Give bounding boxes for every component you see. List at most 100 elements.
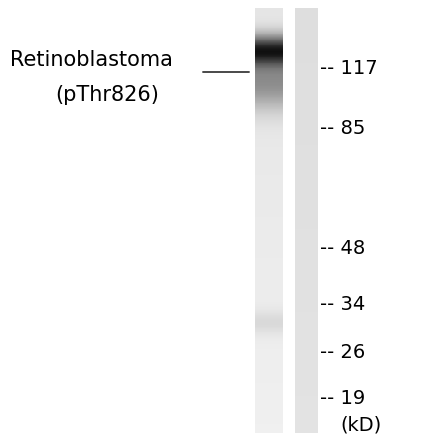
Bar [295, 172, 318, 173]
Bar [255, 15, 283, 16]
Bar [255, 244, 283, 245]
Bar [295, 426, 318, 427]
Bar [295, 364, 318, 365]
Bar [255, 12, 283, 13]
Bar [295, 208, 318, 209]
Bar [255, 400, 283, 401]
Bar [255, 365, 283, 366]
Bar [255, 63, 283, 64]
Bar [295, 377, 318, 378]
Bar [255, 175, 283, 176]
Bar [255, 219, 283, 220]
Bar [255, 237, 283, 238]
Bar [255, 416, 283, 417]
Bar [255, 267, 283, 268]
Bar [295, 45, 318, 46]
Bar [255, 161, 283, 162]
Bar [295, 151, 318, 152]
Bar [255, 188, 283, 189]
Bar [255, 136, 283, 137]
Bar [255, 285, 283, 286]
Bar [255, 297, 283, 298]
Bar [255, 166, 283, 167]
Bar [255, 169, 283, 170]
Bar [295, 127, 318, 128]
Bar [295, 91, 318, 92]
Bar [255, 177, 283, 178]
Bar [295, 330, 318, 331]
Bar [255, 402, 283, 403]
Bar [255, 261, 283, 262]
Bar [295, 185, 318, 186]
Bar [255, 27, 283, 28]
Bar [295, 48, 318, 49]
Bar [295, 212, 318, 213]
Bar [295, 236, 318, 237]
Bar [255, 413, 283, 414]
Bar [255, 174, 283, 175]
Bar [295, 279, 318, 280]
Bar [295, 115, 318, 116]
Bar [255, 342, 283, 343]
Bar [295, 19, 318, 20]
Bar [295, 12, 318, 13]
Bar [255, 296, 283, 297]
Bar [295, 97, 318, 98]
Bar [255, 427, 283, 428]
Bar [255, 70, 283, 71]
Bar [295, 142, 318, 143]
Bar [295, 62, 318, 63]
Bar [295, 416, 318, 417]
Bar [255, 430, 283, 431]
Bar [255, 30, 283, 31]
Bar [255, 81, 283, 82]
Bar [255, 94, 283, 95]
Bar [255, 395, 283, 396]
Bar [295, 167, 318, 168]
Bar [255, 58, 283, 59]
Bar [255, 221, 283, 222]
Bar [255, 77, 283, 78]
Bar [295, 280, 318, 281]
Bar [295, 268, 318, 269]
Bar [255, 203, 283, 204]
Bar [255, 170, 283, 171]
Bar [295, 55, 318, 56]
Bar [295, 27, 318, 28]
Bar [255, 91, 283, 92]
Bar [295, 366, 318, 367]
Bar [295, 308, 318, 309]
Bar [255, 263, 283, 264]
Bar [295, 427, 318, 428]
Bar [255, 348, 283, 349]
Bar [295, 155, 318, 156]
Bar [295, 215, 318, 216]
Bar [295, 16, 318, 17]
Bar [295, 250, 318, 251]
Bar [295, 126, 318, 127]
Bar [255, 164, 283, 165]
Bar [295, 147, 318, 148]
Bar [255, 191, 283, 192]
Bar [295, 332, 318, 333]
Bar [295, 51, 318, 52]
Bar [255, 340, 283, 341]
Bar [255, 75, 283, 76]
Bar [295, 429, 318, 430]
Bar [255, 114, 283, 115]
Bar [295, 149, 318, 150]
Bar [295, 420, 318, 421]
Bar [295, 375, 318, 376]
Bar [295, 315, 318, 316]
Bar [295, 13, 318, 14]
Bar [255, 125, 283, 126]
Bar [255, 252, 283, 253]
Bar [255, 165, 283, 166]
Bar [255, 287, 283, 288]
Bar [295, 271, 318, 272]
Bar [255, 354, 283, 355]
Bar [295, 109, 318, 110]
Bar [255, 110, 283, 111]
Bar [295, 22, 318, 23]
Bar [255, 310, 283, 311]
